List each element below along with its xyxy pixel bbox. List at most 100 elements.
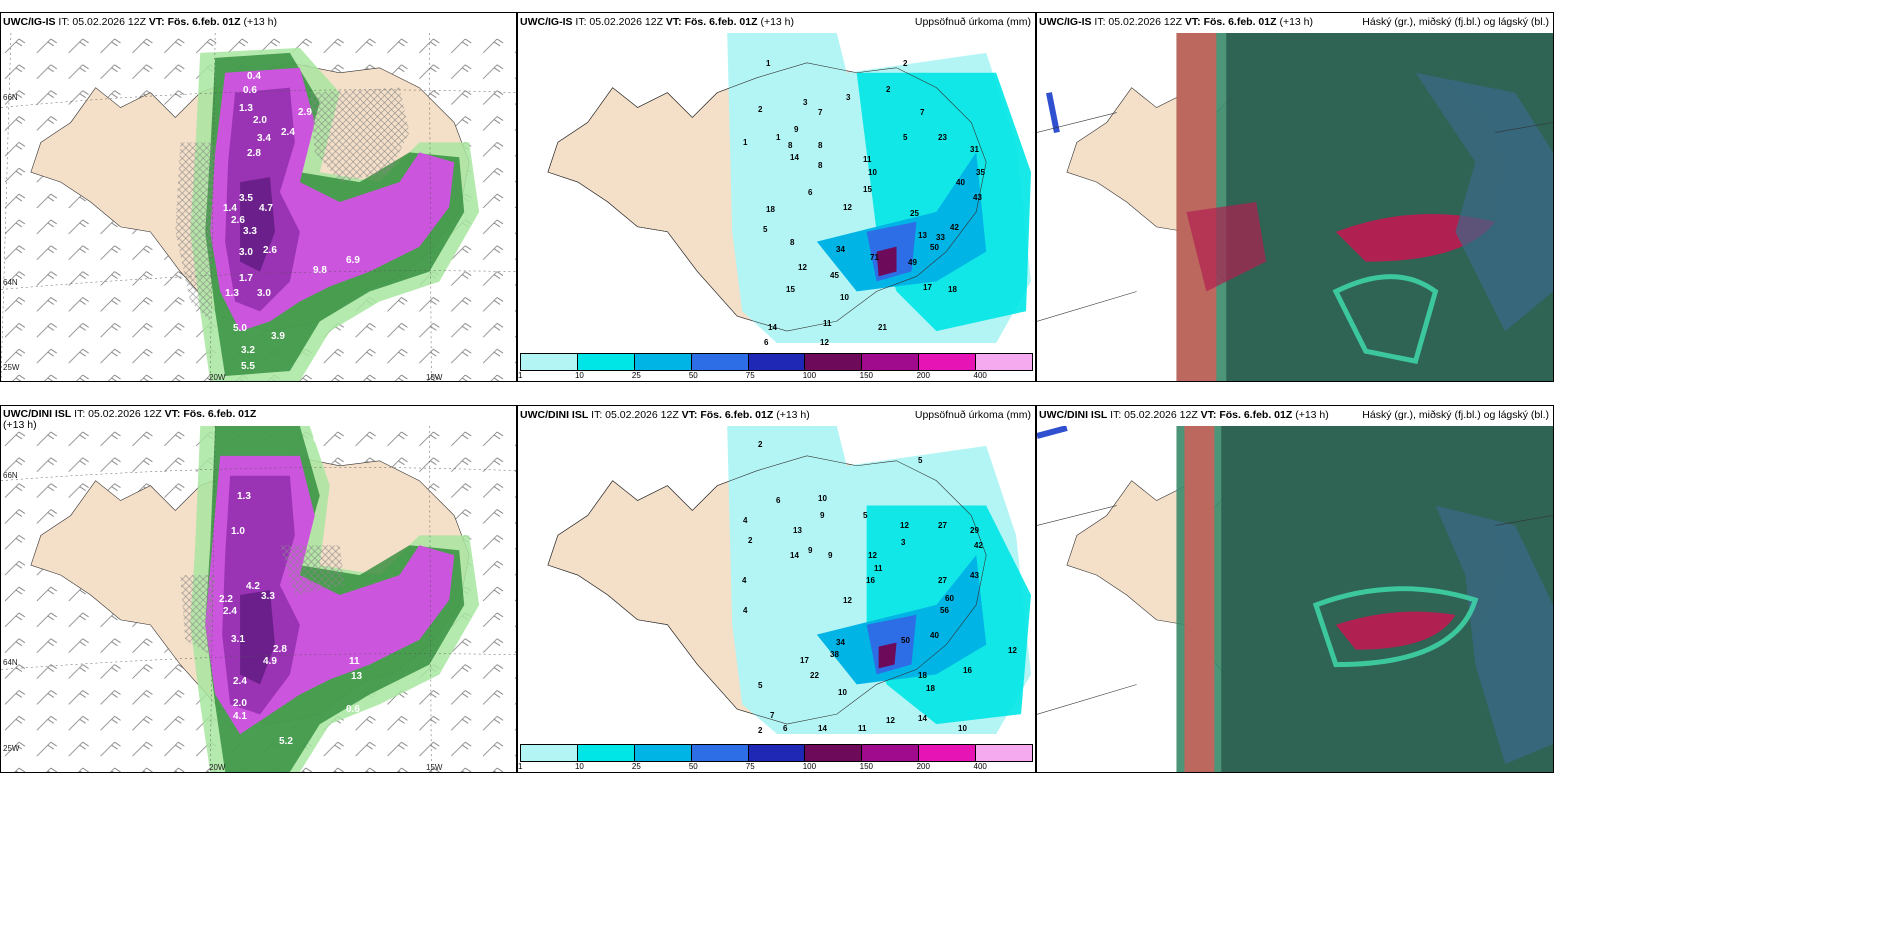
colorbar-labels: 1 10 25 50 75 100 150 200 400	[518, 762, 1033, 772]
precip-value: 29	[970, 526, 979, 535]
panel-header: UWC/DINI ISL IT: 05.02.2026 12Z VT: Fös.…	[1039, 409, 1329, 421]
precip-value: 50	[901, 636, 910, 645]
snow-value: 2.8	[273, 644, 287, 655]
precip-value: 10	[818, 494, 827, 503]
precip-value: 12	[868, 551, 877, 560]
colorbar-segment	[634, 354, 692, 370]
panel-header: UWC/DINI ISL IT: 05.02.2026 12Z VT: Fös.…	[3, 408, 257, 431]
snow-value: 3.2	[241, 345, 255, 356]
precip-value: 43	[970, 571, 979, 580]
precip-value: 18	[766, 205, 775, 214]
colorbar-segment	[634, 745, 692, 761]
precip-value: 9	[808, 546, 813, 555]
snow-value: 1.0	[231, 526, 245, 537]
precip-value: 34	[836, 638, 845, 647]
precip-value: 25	[910, 209, 919, 218]
precip-map[interactable]: 2 5 6 10 9 4 12 13 9 5 3 27 2 14 9 12 11…	[518, 426, 1035, 735]
precip-value: 3	[803, 98, 808, 107]
snow-value: 2.8	[247, 148, 261, 159]
precip-value: 1	[766, 59, 771, 68]
snow-value: 4.1	[233, 711, 247, 722]
precip-value: 7	[818, 108, 823, 117]
panel-dini-precip: UWC/DINI ISL IT: 05.02.2026 12Z VT: Fös.…	[517, 405, 1036, 773]
snow-value: 1.3	[225, 288, 239, 299]
precip-value: 16	[963, 666, 972, 675]
colorbar-segment	[976, 354, 1033, 370]
precip-value: 10	[958, 724, 967, 733]
precip-value: 4	[743, 516, 748, 525]
colorbar-tick: 25	[631, 762, 641, 771]
cloud-map[interactable]	[1037, 33, 1553, 381]
snow-value: 13	[351, 671, 363, 682]
lon-label-20w: 20W	[209, 763, 226, 772]
precip-value: 16	[866, 576, 875, 585]
precip-value: 8	[818, 161, 823, 170]
colorbar-tick: 400	[973, 762, 987, 771]
snow-value: 1.3	[237, 491, 251, 502]
precip-value: 8	[788, 141, 793, 150]
precip-value: 43	[973, 193, 982, 202]
precip-value: 9	[820, 511, 825, 520]
precip-value: 2	[758, 440, 763, 449]
precip-value: 71	[870, 253, 879, 262]
precip-value: 31	[970, 145, 979, 154]
colorbar-segment	[748, 745, 806, 761]
precip-colorbar	[520, 744, 1033, 762]
snow-wind-map[interactable]: 66N 64N 25W 20W 15W 0.8 1.3 4.2 3.3 2.2 …	[1, 426, 516, 772]
lat-label-66n: 66N	[3, 471, 18, 480]
snow-value: 4.2	[246, 581, 260, 592]
precip-value: 5	[903, 133, 908, 142]
colorbar-tick: 10	[574, 762, 584, 771]
precip-value: 6	[764, 338, 769, 347]
cloud-map[interactable]	[1037, 426, 1553, 772]
colorbar-segment	[862, 745, 920, 761]
precip-value: 11	[863, 155, 872, 164]
precip-map[interactable]: 1 2 2 3 7 3 1 2 7 5 23 31 1 8 9 8 11 10 …	[518, 33, 1035, 347]
panel-header: UWC/IG-IS IT: 05.02.2026 12Z VT: Fös. 6.…	[520, 16, 795, 28]
lon-label-25w: 25W	[3, 744, 20, 753]
precip-value: 50	[930, 243, 939, 252]
precip-value: 3	[846, 93, 851, 102]
colorbar-tick: 150	[859, 371, 874, 380]
snow-value: 3.0	[257, 288, 271, 299]
snow-value: 0.9	[366, 731, 380, 742]
colorbar-tick: 100	[802, 762, 817, 771]
precip-value: 60	[945, 594, 954, 603]
precip-value: 40	[956, 178, 965, 187]
lat-label-64n: 64N	[3, 658, 18, 667]
precip-value: 18	[948, 285, 957, 294]
precip-value: 42	[950, 223, 959, 232]
precip-value: 42	[974, 541, 983, 550]
precip-value: 23	[938, 133, 947, 142]
colorbar-segment	[577, 354, 635, 370]
panel-variable-title: Uppsöfnuð úrkoma (mm)	[914, 409, 1031, 421]
precip-value: 56	[940, 606, 949, 615]
precip-value: 49	[908, 258, 917, 267]
precip-value: 18	[926, 684, 935, 693]
snow-wind-map[interactable]: 66N 64N 25W 20W 15W 0.4 0.6 1.3 2.0 3.4 …	[1, 33, 516, 381]
precip-value: 2	[758, 726, 763, 735]
precip-value: 12	[1008, 646, 1017, 655]
precip-value: 34	[836, 245, 845, 254]
snow-value: 2.2	[219, 594, 233, 605]
snow-value: 2.4	[281, 127, 295, 138]
panel-variable-title: Háský (gr.), miðský (fj.bl.) og lágský (…	[1362, 409, 1549, 421]
precip-value: 5	[918, 456, 923, 465]
precip-value: 17	[800, 656, 809, 665]
colorbar-segment	[805, 745, 863, 761]
precip-value: 12	[900, 521, 909, 530]
precip-value: 14	[768, 323, 777, 332]
colorbar-tick: 1	[518, 762, 523, 771]
snow-value: 2.4	[223, 606, 237, 617]
colorbar-tick: 200	[916, 762, 930, 771]
panel-igis-snow: UWC/IG-IS IT: 05.02.2026 12Z VT: Fös. 6.…	[0, 12, 517, 382]
snow-value: 5.5	[241, 361, 255, 372]
precip-value: 14	[790, 551, 799, 560]
precip-value: 14	[790, 153, 799, 162]
snow-value: 4.7	[259, 203, 273, 214]
snow-value: 2.0	[233, 698, 247, 709]
precip-value: 1	[743, 138, 748, 147]
precip-value: 17	[923, 283, 932, 292]
snow-value: 0.6	[346, 704, 360, 715]
panel-variable-title: Uppsöfnuð úrkoma (mm)	[914, 16, 1031, 28]
